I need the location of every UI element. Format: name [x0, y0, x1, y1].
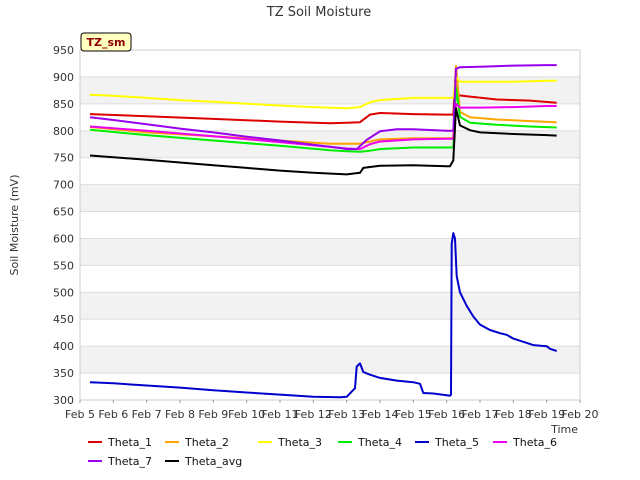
series-line-theta-avg [89, 107, 557, 176]
legend-label-theta-4: Theta_4 [357, 436, 402, 449]
y-tick-label: 900 [53, 71, 74, 84]
legend-label-theta-2: Theta_2 [184, 436, 229, 449]
x-tick-label: Feb 17 [462, 408, 499, 421]
y-tick-label: 950 [53, 44, 74, 57]
x-tick-label: Feb 7 [132, 408, 162, 421]
badge-label: TZ_sm [87, 36, 126, 49]
plot-band [80, 157, 580, 185]
x-tick-label: Feb 13 [328, 408, 365, 421]
x-tick-label: Feb 12 [295, 408, 332, 421]
plot-band [80, 292, 580, 320]
x-tick-label: Feb 19 [528, 408, 565, 421]
plot-bands [80, 50, 580, 400]
y-tick-label: 350 [53, 367, 74, 380]
chart-title: TZ Soil Moisture [266, 5, 372, 20]
plot-band [80, 238, 580, 266]
plot-band [80, 346, 580, 374]
x-tick-label: Feb 15 [395, 408, 432, 421]
y-tick-label: 600 [53, 232, 74, 245]
series-line-theta-4 [89, 86, 557, 153]
y-tick-label: 400 [53, 340, 74, 353]
legend: Theta_1 Theta_2 Theta_3 Theta_4 Theta_5 Theta… [88, 436, 557, 468]
legend-label-theta-1: Theta_1 [107, 436, 152, 449]
series-lines [89, 64, 558, 399]
plot-band [80, 211, 580, 239]
x-tick-label: Feb 6 [98, 408, 128, 421]
x-tick-label: Feb 20 [562, 408, 599, 421]
y-axis-label: Soil Moisture (mV) [8, 175, 21, 276]
x-tick-label: Feb 10 [228, 408, 265, 421]
y-tick-label: 650 [53, 206, 74, 219]
series-line-theta-7 [89, 64, 557, 151]
badge-box [80, 32, 132, 52]
plot-band [80, 50, 580, 77]
plot-frame [79, 49, 581, 401]
y-tick-label: 450 [53, 313, 74, 326]
x-tick-label: Feb 18 [495, 408, 532, 421]
badge: TZ_sm [80, 32, 132, 52]
series-line-theta-3 [89, 75, 557, 110]
series-line-theta-1 [89, 65, 557, 125]
plot-band [80, 184, 580, 212]
x-tick-label: Feb 16 [428, 408, 465, 421]
y-tick-label: 550 [53, 259, 74, 272]
y-tick-label: 800 [53, 125, 74, 138]
x-axis-label: Time [550, 423, 578, 436]
x-tick-label: Feb 11 [262, 408, 299, 421]
series-line-theta-6 [89, 102, 557, 151]
x-tick-label: Feb 8 [165, 408, 195, 421]
y-tick-labels: 300 350 400 450 500 550 600 650 700 750 800 850 900 9… [53, 44, 74, 407]
plot-band [80, 319, 580, 347]
series-line-theta-5 [89, 232, 558, 399]
y-tick-label: 500 [53, 286, 74, 299]
legend-label-theta-avg: Theta_avg [184, 455, 242, 468]
legend-label-theta-3: Theta_3 [277, 436, 322, 449]
legend-label-theta-7: Theta_7 [107, 455, 152, 468]
y-tick-label: 700 [53, 179, 74, 192]
y-tick-label: 850 [53, 98, 74, 111]
legend-label-theta-6: Theta_6 [512, 436, 557, 449]
legend-label-theta-5: Theta_5 [434, 436, 479, 449]
y-tick-label: 750 [53, 152, 74, 165]
plot-band [80, 265, 580, 293]
x-tick-label: Feb 14 [362, 408, 399, 421]
x-tick-label: Feb 5 [65, 408, 95, 421]
y-tick-label: 300 [53, 394, 74, 407]
x-tick-label: Feb 9 [198, 408, 228, 421]
